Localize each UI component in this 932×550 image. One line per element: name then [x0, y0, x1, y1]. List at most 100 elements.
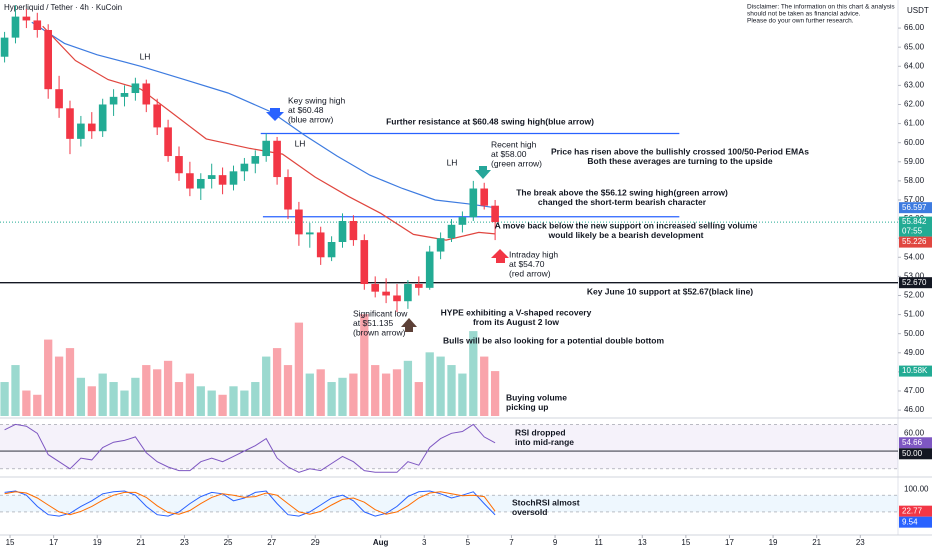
- y-tick-label: 53.00: [904, 271, 925, 280]
- annotation: Buying volume: [506, 392, 567, 402]
- x-tick-label: 7: [509, 538, 514, 547]
- rsi-tick-label: 60.00: [904, 428, 925, 437]
- annotation: StochRSI almost: [512, 497, 580, 507]
- y-tick-label: 50.00: [904, 329, 925, 338]
- annotation: A move back below the new support on inc…: [495, 220, 758, 230]
- volume-bar: [33, 394, 42, 416]
- annotation: at $54.70: [509, 259, 545, 269]
- candle-body: [349, 220, 358, 241]
- x-tick-label: 15: [681, 538, 690, 547]
- x-tick-label: 13: [638, 538, 647, 547]
- y-tick-label: 54.00: [904, 252, 925, 261]
- candle-body: [371, 284, 380, 292]
- arrow-red: [491, 249, 509, 263]
- y-tick-label: 51.00: [904, 310, 925, 319]
- stoch-d-line: [4, 491, 496, 516]
- annotation: HYPE exhibiting a V-shaped recovery: [441, 307, 592, 317]
- volume-bar: [425, 352, 434, 416]
- x-tick-label: 5: [466, 538, 471, 547]
- volume-bar: [283, 365, 293, 416]
- annotation: LH: [447, 157, 458, 167]
- candle-body: [491, 205, 499, 223]
- candle-body: [447, 224, 456, 239]
- volume-label-box: [899, 365, 932, 377]
- candle-body: [240, 163, 249, 172]
- candle-body: [77, 123, 85, 139]
- annotation: Bulls will be also looking for a potenti…: [443, 335, 664, 345]
- candle-body: [295, 209, 303, 235]
- volume-bar: [196, 386, 205, 416]
- candle-body: [175, 156, 183, 174]
- annotation: from its August 2 low: [473, 317, 559, 327]
- volume-bar: [327, 382, 336, 416]
- annotation: picking up: [506, 402, 549, 412]
- stoch-tick-label: 100.00: [904, 485, 929, 494]
- volume-bar: [65, 348, 75, 416]
- y-tick-label: 63.00: [904, 80, 925, 89]
- candle-body: [131, 83, 140, 94]
- candle-body: [186, 173, 194, 189]
- disclaimer: should not be taken as financial advice.: [747, 11, 861, 18]
- volume-bar: [218, 394, 227, 416]
- candle-body: [284, 177, 292, 210]
- annotation: RSI dropped: [515, 427, 566, 437]
- annotation: (red arrow): [509, 268, 551, 278]
- volume-bar: [174, 382, 184, 416]
- y-tick-label: 57.00: [904, 195, 925, 204]
- annotation: Intraday high: [509, 249, 558, 259]
- x-tick-label: 21: [136, 538, 145, 547]
- candle-body: [458, 217, 467, 225]
- x-tick-label: 15: [6, 538, 15, 547]
- volume-bar: [54, 356, 64, 416]
- volume-bar: [185, 373, 195, 416]
- rsi-band: [0, 424, 898, 469]
- volume-bar: [371, 365, 380, 416]
- x-tick-label: 17: [49, 538, 58, 547]
- candle-body: [109, 96, 118, 105]
- candle-body: [251, 156, 260, 164]
- rsi-mid-box: [899, 448, 932, 460]
- annotation: Price has risen above the bullishly cros…: [551, 146, 809, 156]
- candle-body: [360, 240, 369, 285]
- volume-bar: [109, 382, 118, 416]
- volume-bar: [142, 365, 151, 416]
- annotation: at $51.135: [353, 318, 393, 328]
- volume-bar: [403, 360, 413, 416]
- candle-body: [393, 295, 401, 302]
- annotation: LH: [295, 138, 306, 148]
- candle-body: [218, 175, 227, 185]
- volume-bar: [207, 390, 216, 416]
- annotation: changed the short-term bearish character: [538, 197, 707, 207]
- annotation: Both these averages are turning to the u…: [587, 156, 772, 166]
- y-tick-label: 46.00: [904, 405, 925, 414]
- volume-bar: [316, 369, 325, 416]
- volume-bar: [414, 382, 423, 416]
- volume-bar: [447, 365, 456, 416]
- annotation: would likely be a bearish development: [548, 230, 704, 240]
- volume-bar: [98, 373, 107, 416]
- x-tick-label: 17: [725, 538, 734, 547]
- y-tick-label: 58.00: [904, 176, 925, 185]
- stoch-value-label: 22.77: [902, 506, 923, 515]
- annotation: Key June 10 support at $52.67(black line…: [587, 286, 753, 296]
- candle-body: [66, 108, 74, 139]
- volume-bar: [392, 369, 402, 416]
- annotation: oversold: [512, 507, 547, 517]
- x-tick-label: 23: [180, 538, 189, 547]
- candle-body: [164, 127, 172, 157]
- x-tick-label: Aug: [373, 538, 389, 547]
- candle-body: [55, 89, 63, 109]
- x-tick-label: 27: [267, 538, 276, 547]
- candle-body: [98, 104, 107, 132]
- volume-bar: [153, 369, 162, 416]
- annotation: Significant low: [353, 308, 408, 318]
- countdown: 07:55: [902, 227, 923, 236]
- rsi-value-box: [899, 437, 932, 449]
- annotation: at $60.48: [288, 105, 324, 115]
- annotation: Further resistance at $60.48 swing high(…: [386, 116, 594, 126]
- price-label-box: [899, 202, 932, 214]
- candle-body: [273, 140, 281, 178]
- arrow-brown: [401, 318, 417, 332]
- currency-label: USDT: [907, 6, 929, 15]
- candle-body: [196, 178, 205, 189]
